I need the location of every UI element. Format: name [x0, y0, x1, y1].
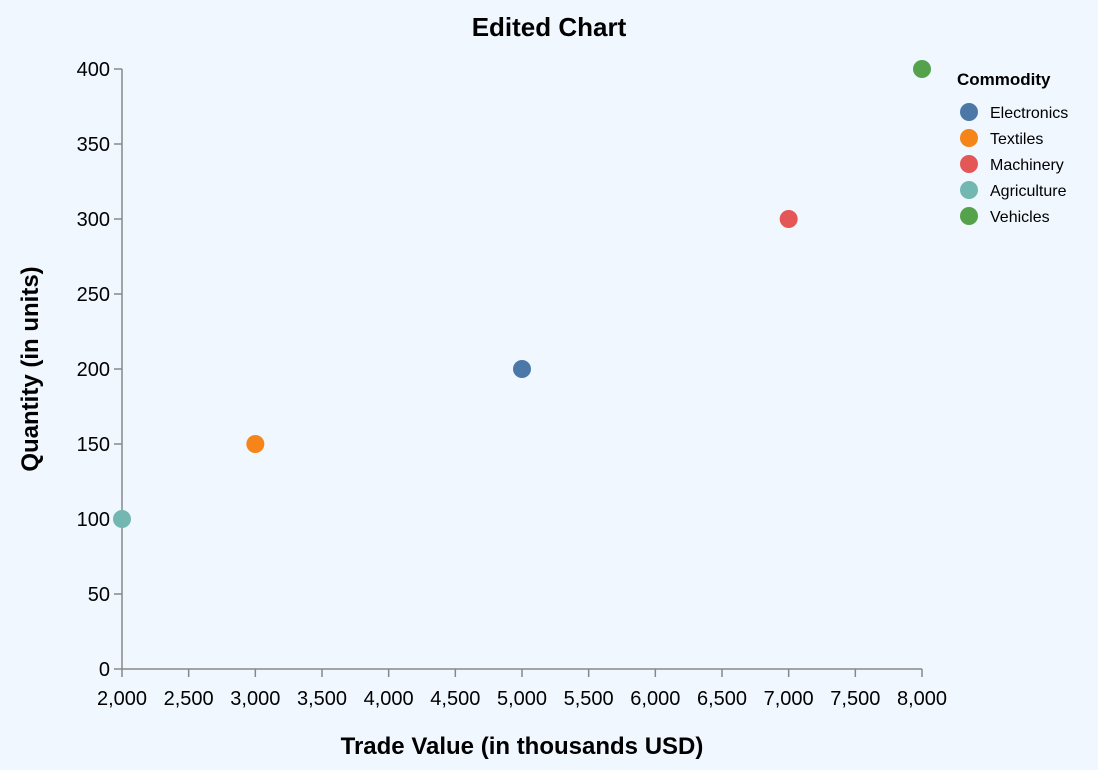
y-tick-label: 400	[77, 59, 110, 81]
x-tick-label: 5,000	[497, 688, 547, 710]
y-tick-label: 150	[77, 434, 110, 456]
legend-items: Electronics Textiles Machinery Agriculture V…	[960, 103, 1068, 226]
y-ticks: 0 50 100 150 200 250 300 350 400	[77, 59, 122, 681]
legend-swatch	[960, 155, 978, 173]
x-tick-label: 4,500	[430, 688, 480, 710]
y-tick-label: 350	[77, 134, 110, 156]
x-tick-label: 5,500	[564, 688, 614, 710]
y-tick-label: 0	[99, 659, 110, 681]
legend-swatch	[960, 207, 978, 225]
x-tick-label: 7,500	[830, 688, 880, 710]
legend-swatch	[960, 129, 978, 147]
legend-item-vehicles: Vehicles	[960, 207, 1050, 226]
legend: Commodity Electronics Textiles Machinery Ag…	[957, 70, 1068, 226]
x-tick-label: 6,500	[697, 688, 747, 710]
x-axis-title: Trade Value (in thousands USD)	[341, 733, 704, 760]
x-ticks: 2,000 2,500 3,000 3,500 4,000 4,500 5,000 5,500…	[97, 669, 947, 710]
x-tick-label: 6,000	[630, 688, 680, 710]
x-tick-label: 3,000	[230, 688, 280, 710]
legend-item-textiles: Textiles	[960, 129, 1043, 148]
data-point-electronics[interactable]	[513, 360, 531, 378]
legend-item-machinery: Machinery	[960, 155, 1064, 174]
legend-label: Textiles	[990, 131, 1043, 148]
y-tick-label: 200	[77, 359, 110, 381]
legend-swatch	[960, 181, 978, 199]
y-tick-label: 100	[77, 509, 110, 531]
x-tick-label: 2,000	[97, 688, 147, 710]
legend-label: Vehicles	[990, 209, 1050, 226]
x-tick-label: 3,500	[297, 688, 347, 710]
y-tick-label: 250	[77, 284, 110, 306]
chart-title: Edited Chart	[472, 12, 627, 42]
x-tick-label: 7,000	[764, 688, 814, 710]
data-point-textiles[interactable]	[246, 435, 265, 453]
x-tick-label: 2,500	[164, 688, 214, 710]
data-point-agriculture[interactable]	[113, 510, 131, 528]
legend-title: Commodity	[957, 70, 1051, 89]
legend-item-electronics: Electronics	[960, 103, 1068, 122]
data-point-machinery[interactable]	[779, 210, 798, 228]
legend-swatch	[960, 103, 978, 121]
legend-label: Agriculture	[990, 183, 1067, 200]
y-tick-label: 300	[77, 209, 110, 231]
y-axis-title: Quantity (in units)	[17, 266, 44, 471]
legend-label: Electronics	[990, 105, 1068, 122]
y-tick-label: 50	[88, 584, 110, 606]
legend-item-agriculture: Agriculture	[960, 181, 1067, 200]
data-point-vehicles[interactable]	[913, 60, 931, 78]
x-tick-label: 8,000	[897, 688, 947, 710]
x-tick-label: 4,000	[364, 688, 414, 710]
data-points	[113, 60, 931, 528]
legend-label: Machinery	[990, 157, 1064, 174]
